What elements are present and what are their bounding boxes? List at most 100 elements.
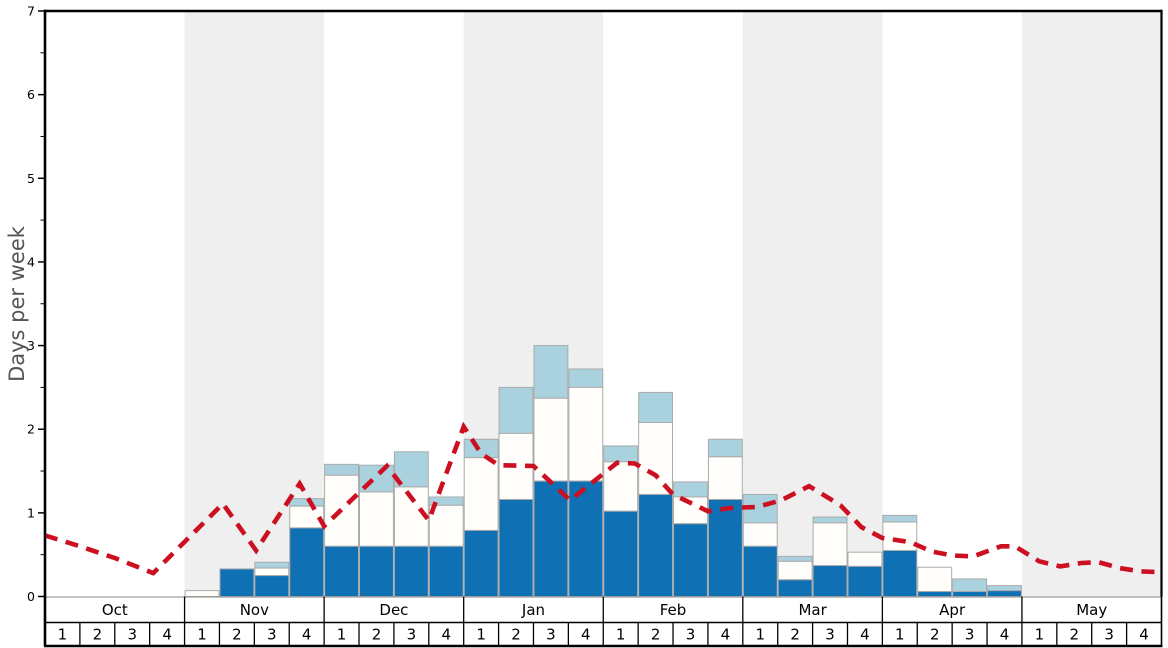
month-label: Mar xyxy=(798,601,827,619)
bar-segment-dark-blue xyxy=(987,590,1022,598)
bar-segment-dark-blue xyxy=(393,545,429,597)
week-number-label: 1 xyxy=(895,626,905,644)
bar-segment-white xyxy=(917,566,953,592)
bar-segment-dark-blue xyxy=(289,527,325,597)
bar-segment-white xyxy=(359,491,394,547)
month-label: Feb xyxy=(660,601,687,619)
bar-segment-dark-blue xyxy=(568,480,604,597)
bar-segment-white xyxy=(184,590,220,598)
bar-segment-dark-blue xyxy=(219,568,255,597)
bar-segment-white xyxy=(533,397,569,482)
bar-segment-dark-blue xyxy=(777,579,813,597)
week-number-label: 1 xyxy=(197,626,207,644)
bar-segment-dark-blue xyxy=(952,590,988,598)
week-number-label: 4 xyxy=(441,626,451,644)
week-number-label: 2 xyxy=(511,626,521,644)
bar-segment-dark-blue xyxy=(847,565,883,597)
week-number-label: 3 xyxy=(127,626,137,644)
week-number-label: 2 xyxy=(372,626,382,644)
bar-segment-dark-blue xyxy=(603,510,639,598)
y-tick-label: 1 xyxy=(27,505,35,520)
month-label: May xyxy=(1076,601,1107,619)
bar-segment-dark-blue xyxy=(882,549,918,597)
bar-segment-white xyxy=(254,567,290,577)
bar-segment-white xyxy=(847,551,883,567)
week-number-label: 2 xyxy=(1070,626,1080,644)
bar-segment-light-blue xyxy=(254,561,290,569)
bar-segment-dark-blue xyxy=(673,523,708,597)
bar-segment-dark-blue xyxy=(463,529,499,597)
bar-segment-dark-blue xyxy=(359,545,394,597)
week-number-label: 4 xyxy=(302,626,312,644)
month-label: Nov xyxy=(240,601,269,619)
trend-dashed-line xyxy=(44,421,1162,576)
month-shade-band xyxy=(1021,11,1162,597)
y-tick-label: 3 xyxy=(27,338,35,353)
y-tick-label: 5 xyxy=(27,171,35,186)
y-tick-label: 6 xyxy=(27,87,35,102)
bar-segment-white xyxy=(777,560,813,581)
bar-segment-light-blue xyxy=(638,391,674,424)
y-axis-title: Days per week xyxy=(5,225,29,382)
week-number-label: 3 xyxy=(825,626,835,644)
y-tick-label: 4 xyxy=(27,254,35,269)
y-tick-label: 2 xyxy=(27,422,35,437)
week-number-label: 4 xyxy=(860,626,870,644)
week-number-label: 4 xyxy=(581,626,591,644)
week-number-label: 3 xyxy=(1104,626,1114,644)
bar-segment-dark-blue xyxy=(812,565,848,597)
week-number-label: 4 xyxy=(1000,626,1010,644)
week-number-label: 1 xyxy=(616,626,626,644)
week-number-label: 3 xyxy=(267,626,277,644)
bar-segment-white xyxy=(882,521,918,551)
bar-segment-light-blue xyxy=(777,555,813,562)
week-number-label: 2 xyxy=(93,626,103,644)
month-label: Apr xyxy=(939,601,966,619)
month-label: Oct xyxy=(102,601,128,619)
bar-segment-white xyxy=(742,522,778,547)
week-number-label: 3 xyxy=(686,626,696,644)
bar-segment-white xyxy=(568,386,604,482)
bar-segment-dark-blue xyxy=(324,545,360,597)
bar-segment-dark-blue xyxy=(917,590,953,598)
bar-segment-dark-blue xyxy=(638,493,674,598)
bar-segment-white xyxy=(638,422,674,495)
bar-segment-dark-blue xyxy=(533,480,569,597)
bar-segment-dark-blue xyxy=(254,575,290,598)
week-number-label: 1 xyxy=(755,626,765,644)
bar-segment-light-blue xyxy=(533,345,569,399)
week-number-label: 1 xyxy=(1035,626,1045,644)
bar-segment-light-blue xyxy=(463,438,499,459)
week-number-label: 1 xyxy=(58,626,68,644)
bar-segment-light-blue xyxy=(568,368,604,388)
bar-segment-light-blue xyxy=(812,516,848,524)
bar-segment-light-blue xyxy=(952,578,988,592)
bar-segment-light-blue xyxy=(707,438,743,458)
week-number-label: 1 xyxy=(476,626,486,644)
bar-segment-light-blue xyxy=(987,585,1022,592)
week-number-label: 4 xyxy=(721,626,731,644)
bar-segment-dark-blue xyxy=(428,545,464,597)
week-number-label: 2 xyxy=(232,626,242,644)
y-tick-label: 0 xyxy=(27,589,35,604)
week-number-label: 2 xyxy=(790,626,800,644)
week-number-label: 3 xyxy=(407,626,417,644)
week-number-label: 2 xyxy=(930,626,940,644)
week-number-label: 2 xyxy=(651,626,661,644)
month-label: Jan xyxy=(521,601,545,619)
bar-segment-light-blue xyxy=(673,481,708,498)
week-number-label: 3 xyxy=(965,626,975,644)
week-number-label: 1 xyxy=(337,626,347,644)
bar-segment-dark-blue xyxy=(498,498,534,597)
bar-segment-white xyxy=(707,456,743,500)
bar-segment-white xyxy=(289,505,325,529)
bar-segment-light-blue xyxy=(882,514,918,523)
bar-segment-light-blue xyxy=(498,386,534,434)
week-number-label: 4 xyxy=(162,626,172,644)
bar-segment-dark-blue xyxy=(742,545,778,597)
week-number-label: 4 xyxy=(1139,626,1149,644)
bar-segment-light-blue xyxy=(324,463,360,476)
bar-segment-light-blue xyxy=(603,445,639,463)
bar-segment-white xyxy=(812,522,848,567)
